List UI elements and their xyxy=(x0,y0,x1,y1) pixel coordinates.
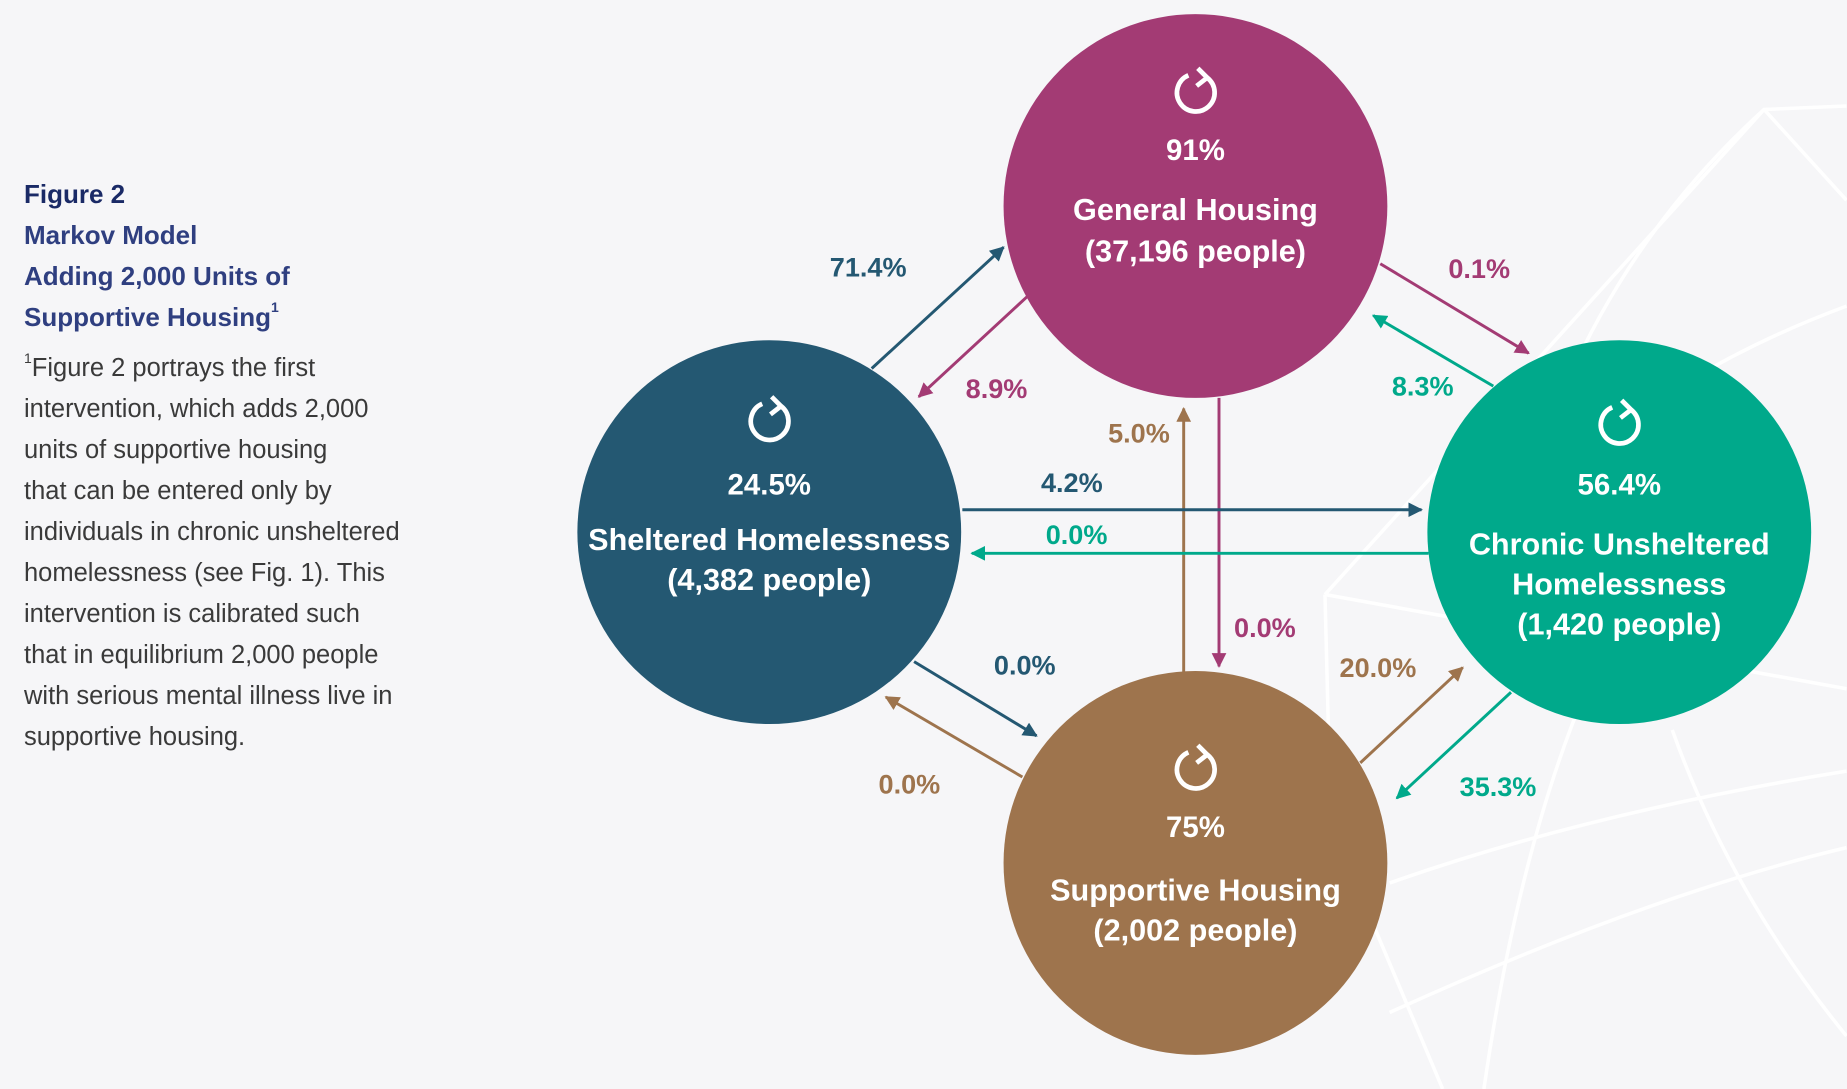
note-line: 1Figure 2 portrays the first xyxy=(24,348,454,389)
title-line-1: Markov Model xyxy=(24,220,198,250)
edge-general-to-chronic xyxy=(1379,262,1530,355)
node-chronic-unsheltered: 56.4% Chronic Unsheltered Homelessness (… xyxy=(1427,340,1812,725)
node-name: Sheltered Homelessness xyxy=(588,523,950,557)
title-line-2: Adding 2,000 Units of xyxy=(24,261,290,291)
note-line: individuals in chronic unsheltered xyxy=(24,518,400,546)
node-count: (2,002 people) xyxy=(1093,914,1297,948)
title-line-3-text: Supportive Housing xyxy=(24,302,271,332)
edge-general-to-sheltered xyxy=(917,295,1029,398)
refresh-icon xyxy=(1598,398,1641,446)
node-stay-probability: 24.5% xyxy=(728,468,811,501)
note-line: units of supportive housing xyxy=(24,436,328,464)
edge-label-chronic-to-sheltered: 0.0% xyxy=(1046,519,1108,550)
node-name-line-2: Homelessness xyxy=(1512,568,1726,602)
edge-sheltered-to-general xyxy=(870,246,1005,370)
figure-title: Markov Model Adding 2,000 Units of Suppo… xyxy=(24,215,454,338)
note-line: supportive housing. xyxy=(24,723,246,751)
title-line-3: Supportive Housing1 xyxy=(24,297,454,338)
edge-label-general-to-chronic: 0.1% xyxy=(1448,253,1510,284)
footnote-marker: 1 xyxy=(24,350,32,366)
edge-label-supportive-to-sheltered: 0.0% xyxy=(879,768,941,799)
edge-label-general-to-sheltered: 8.9% xyxy=(966,373,1028,404)
node-sheltered-homelessness: 24.5% Sheltered Homelessness (4,382 peop… xyxy=(577,340,962,725)
figure-caption: Figure 2 Markov Model Adding 2,000 Units… xyxy=(24,174,454,758)
edge-label-chronic-to-general: 8.3% xyxy=(1392,371,1454,402)
edge-labels: 71.4% 8.9% 0.1% 8.3% 5.0% 0.0% 4.2% 0.0%… xyxy=(830,252,1537,802)
edge-label-sheltered-to-general: 71.4% xyxy=(830,252,907,283)
node-supportive-housing: 75% Supportive Housing (2,002 people) xyxy=(1003,671,1388,1055)
node-count: (37,196 people) xyxy=(1085,234,1306,268)
node-name-line-1: Chronic Unsheltered xyxy=(1469,528,1770,562)
refresh-icon xyxy=(1174,66,1217,114)
edge-supportive-to-chronic xyxy=(1359,666,1464,764)
edge-supportive-to-sheltered xyxy=(884,695,1024,779)
edge-label-supportive-to-chronic: 20.0% xyxy=(1340,652,1417,683)
node-general-housing: 91% General Housing (37,196 people) xyxy=(1003,14,1388,398)
edges xyxy=(870,246,1530,800)
edge-chronic-to-general xyxy=(1371,314,1495,388)
edge-label-sheltered-to-supportive: 0.0% xyxy=(994,650,1056,681)
note-line: that in equilibrium 2,000 people xyxy=(24,641,379,669)
edge-label-chronic-to-supportive: 35.3% xyxy=(1460,771,1537,802)
note-line: intervention is calibrated such xyxy=(24,600,360,628)
node-stay-probability: 91% xyxy=(1166,134,1225,167)
figure-number: Figure 2 xyxy=(24,179,126,209)
edge-label-general-to-supportive: 0.0% xyxy=(1234,612,1296,643)
node-stay-probability: 56.4% xyxy=(1578,468,1661,501)
node-count: (4,382 people) xyxy=(667,563,871,597)
note-line: with serious mental illness live in xyxy=(24,682,393,710)
note-line: homelessness (see Fig. 1). This xyxy=(24,559,385,587)
node-name: General Housing xyxy=(1073,193,1318,227)
edge-label-supportive-to-general: 5.0% xyxy=(1108,418,1170,449)
edge-chronic-to-supportive xyxy=(1395,691,1512,800)
footnote-marker: 1 xyxy=(271,299,279,315)
refresh-icon xyxy=(1174,743,1217,791)
note-line: that can be entered only by xyxy=(24,477,332,505)
footnote-text: 1Figure 2 portrays the first interventio… xyxy=(24,348,454,758)
edge-sheltered-to-supportive xyxy=(913,660,1038,738)
node-name: Supportive Housing xyxy=(1050,874,1341,908)
note-line: intervention, which adds 2,000 xyxy=(24,395,369,423)
node-stay-probability: 75% xyxy=(1166,811,1225,844)
node-count: (1,420 people) xyxy=(1517,608,1721,642)
edge-label-sheltered-to-chronic: 4.2% xyxy=(1041,467,1103,498)
refresh-icon xyxy=(748,395,791,443)
note-line-text: Figure 2 portrays the first xyxy=(31,354,316,382)
